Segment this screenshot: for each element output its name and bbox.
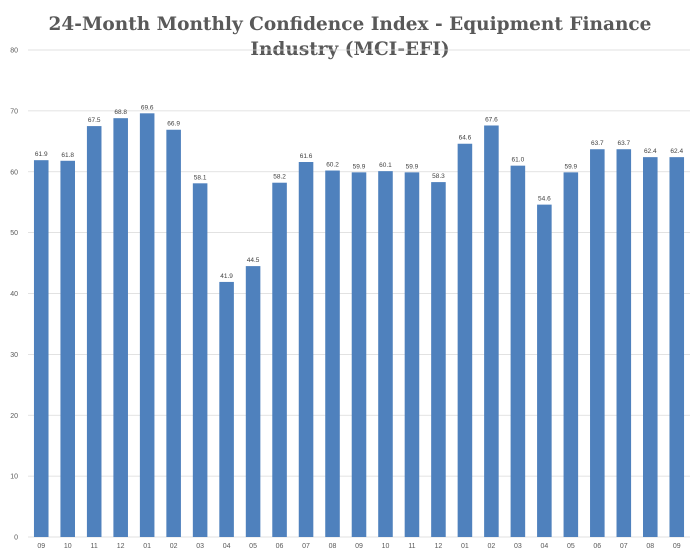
data-label: 63.7 <box>617 140 630 147</box>
x-tick-label: 12 <box>435 543 443 550</box>
bar <box>219 281 234 537</box>
x-tick-label: 02 <box>488 543 496 550</box>
bar <box>484 125 499 538</box>
x-tick-label: 03 <box>196 543 204 550</box>
data-label: 61.8 <box>61 152 74 159</box>
data-label: 63.7 <box>591 140 604 147</box>
data-label: 58.2 <box>273 174 286 181</box>
x-tick-label: 05 <box>249 543 257 550</box>
bar <box>590 149 605 537</box>
y-tick-label: 20 <box>10 413 18 420</box>
y-tick-label: 60 <box>10 169 18 176</box>
data-label: 61.0 <box>512 157 525 164</box>
data-label: 44.5 <box>247 257 260 264</box>
bar <box>325 170 340 537</box>
data-label: 62.4 <box>644 148 657 155</box>
bar <box>378 171 393 538</box>
bar <box>669 157 685 537</box>
x-tick-label: 06 <box>276 543 284 550</box>
bar <box>642 157 658 537</box>
bar <box>86 126 102 537</box>
data-label: 58.1 <box>194 174 207 181</box>
x-tick-label: 01 <box>461 543 469 550</box>
x-tick-label: 09 <box>355 543 363 550</box>
x-tick-label: 07 <box>302 543 310 550</box>
data-label: 60.1 <box>379 162 392 169</box>
bar <box>298 162 314 537</box>
data-label: 66.9 <box>167 121 180 128</box>
x-tick-label: 08 <box>646 543 654 550</box>
bar <box>113 118 128 538</box>
data-label: 67.5 <box>88 117 101 124</box>
bar <box>616 149 632 537</box>
x-tick-label: 05 <box>567 543 575 550</box>
data-label: 54.6 <box>538 196 551 203</box>
bar <box>510 165 526 537</box>
data-label: 61.9 <box>35 151 48 158</box>
data-label: 58.3 <box>432 173 445 180</box>
data-label: 64.6 <box>459 135 472 142</box>
x-tick-label: 09 <box>37 543 45 550</box>
x-tick-label: 12 <box>117 543 125 550</box>
x-tick-label: 04 <box>223 543 231 550</box>
x-tick-label: 02 <box>170 543 178 550</box>
x-tick-label: 09 <box>673 543 681 550</box>
bar <box>457 143 473 537</box>
bar <box>537 204 552 537</box>
data-label: 60.2 <box>326 162 339 169</box>
chart-title-line-2: Industry (MCI-EFI) <box>250 39 450 60</box>
y-tick-label: 80 <box>10 48 18 55</box>
y-tick-label: 70 <box>10 108 18 115</box>
x-tick-label: 10 <box>382 543 390 550</box>
data-label: 68.8 <box>114 109 127 116</box>
data-label: 59.9 <box>353 163 366 170</box>
x-tick-label: 11 <box>91 543 98 550</box>
x-tick-label: 10 <box>64 543 72 550</box>
data-label: 59.9 <box>406 163 419 170</box>
data-label: 69.6 <box>141 104 154 111</box>
bar <box>139 113 155 537</box>
x-tick-label: 01 <box>143 543 151 550</box>
bar <box>563 172 579 537</box>
chart-title-line-1: 24-Month Monthly Confidence Index - Equi… <box>48 14 652 35</box>
y-tick-label: 50 <box>10 230 18 237</box>
data-label: 59.9 <box>565 163 578 170</box>
bar <box>60 160 76 538</box>
y-tick-label: 40 <box>10 291 18 298</box>
x-tick-label: 06 <box>593 543 601 550</box>
bar <box>272 182 287 537</box>
bar <box>404 172 420 537</box>
data-label: 67.6 <box>485 116 498 123</box>
y-tick-label: 0 <box>14 535 18 542</box>
x-tick-label: 03 <box>514 543 522 550</box>
bar <box>192 183 208 537</box>
bar <box>351 172 367 537</box>
y-tick-label: 30 <box>10 352 18 359</box>
bar <box>245 266 261 537</box>
x-tick-label: 08 <box>329 543 337 550</box>
y-tick-label: 10 <box>10 474 18 481</box>
bar <box>33 160 49 537</box>
bar <box>166 129 181 537</box>
bar <box>431 182 446 537</box>
data-label: 41.9 <box>220 273 233 280</box>
chart-title: 24-Month Monthly Confidence Index - Equi… <box>0 12 700 62</box>
x-tick-label: 07 <box>620 543 628 550</box>
data-label: 61.6 <box>300 153 313 160</box>
x-tick-label: 04 <box>540 543 548 550</box>
data-label: 62.4 <box>670 148 683 155</box>
x-tick-label: 11 <box>408 543 415 550</box>
